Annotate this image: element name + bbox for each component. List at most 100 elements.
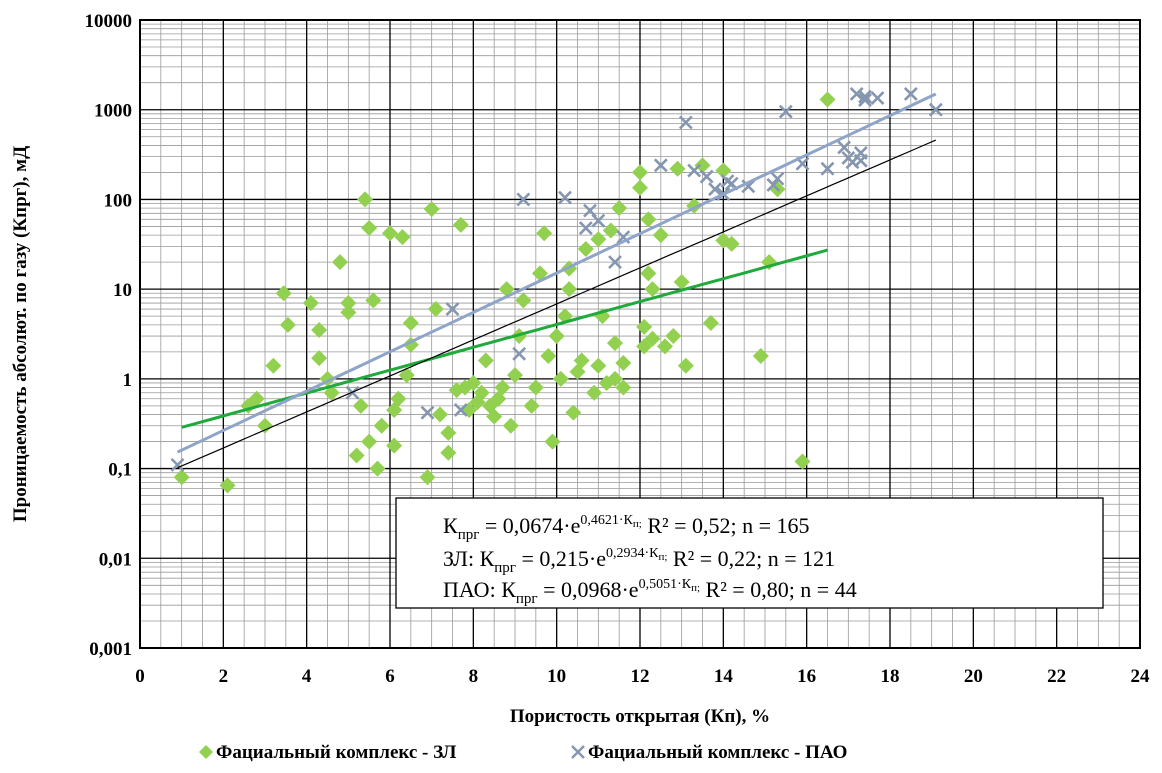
data-point-zl [332,254,348,271]
data-point-zl [644,330,661,347]
legend: Фациальный комплекс - ЗЛ Фациальный компл… [199,742,847,763]
data-point-pao [608,255,622,270]
y-tick-label: 1000 [94,101,132,122]
data-point-zl [432,406,448,423]
x-tick-label: 8 [469,666,479,687]
data-point-zl [452,216,469,233]
series-zl-points [173,91,836,494]
data-point-zl [657,338,673,355]
series-pao-points [170,86,943,472]
data-point-pao [849,86,864,101]
data-point-zl [357,191,373,208]
data-point-zl [615,355,632,372]
data-point-pao [591,213,606,228]
trendline-pao [176,92,937,454]
data-point-zl [602,222,619,239]
data-point-pao [928,102,943,117]
data-point-zl [607,370,623,387]
data-point-pao [170,457,185,472]
data-point-pao [870,91,885,105]
x-tick-label: 0 [135,666,145,687]
data-point-zl [615,379,632,396]
x-tick-label: 2 [219,666,229,687]
trendline-overall [177,139,937,469]
data-point-zl [382,225,398,242]
y-tick-label: 0,1 [108,460,132,481]
data-point-zl [486,408,503,425]
legend-marker-zl [199,745,213,759]
data-point-zl [279,316,296,333]
data-point-zl [723,235,740,252]
data-point-zl [507,367,523,384]
legend-label-zl: Фациальный комплекс - ЗЛ [216,742,456,763]
x-tick-label: 4 [302,666,312,687]
x-tick-labels: 0 2 4 6 8 10 12 14 16 18 20 22 24 [135,666,1150,687]
y-tick-label: 0,01 [99,549,132,570]
data-point-zl [586,384,603,401]
data-point-zl [677,357,694,374]
data-point-zl [819,91,836,108]
x-tick-label: 14 [714,666,734,687]
data-point-pao [708,182,722,197]
data-point-zl [440,444,457,461]
data-point-zl [561,281,578,298]
data-point-zl [548,328,565,345]
data-point-zl [219,477,236,494]
data-point-zl [636,318,653,335]
x-tick-label: 20 [964,666,983,687]
data-point-pao [699,169,714,184]
data-point-zl [565,404,582,421]
data-point-pao [516,192,531,207]
x-tick-label: 16 [797,666,816,687]
equation-box-frame [395,497,1104,609]
x-tick-label: 22 [1047,666,1066,687]
data-point-zl [515,292,532,309]
data-point-zl [419,469,436,486]
data-point-zl [644,281,661,298]
data-point-zl [173,469,190,486]
data-point-zl [265,357,282,374]
equation-line: Кпрг = 0,0674·e0,4621·Кп; R² = 0,52; n =… [443,513,810,543]
legend-marker-pao [571,745,585,759]
data-point-zl [752,347,769,364]
y-tick-label: 10 [113,280,132,301]
data-point-pao [766,178,781,192]
data-point-zl [611,200,628,217]
data-point-zl [702,314,719,331]
data-point-pao [858,93,872,108]
data-point-zl [498,281,515,298]
data-point-zl [577,241,594,258]
data-point-zl [494,379,511,396]
data-point-zl [694,157,711,174]
data-point-zl [348,447,365,464]
data-point-zl [257,417,273,434]
data-point-zl [248,390,265,407]
data-point-pao [578,221,593,235]
data-point-pao [858,89,872,104]
trendlines [176,92,937,469]
data-point-zl [523,397,540,414]
x-tick-label: 10 [547,666,566,687]
data-point-zl [386,437,403,454]
data-point-zl [361,220,378,237]
equation-box: Кпрг = 0,0674·e0,4621·Кп; R² = 0,52; n =… [395,497,1104,609]
data-point-zl [794,453,811,470]
data-point-pao [770,171,785,186]
y-tick-label: 0,001 [89,639,132,660]
data-point-zl [340,304,357,321]
data-point-zl [552,370,569,387]
data-point-zl [665,328,682,345]
data-point-zl [590,357,607,374]
data-point-zl [715,162,732,179]
data-point-pao [445,302,460,316]
data-point-zl [311,350,328,367]
data-point-zl [652,227,669,244]
trendline-zl [181,248,828,429]
data-point-pao [687,163,702,178]
x-axis-title: Пористость открытая (Кп), % [510,706,770,727]
data-point-zl [465,374,482,391]
data-point-zl [373,417,390,434]
data-point-pao [453,403,468,417]
x-tick-label: 12 [631,666,650,687]
y-tick-label: 1 [123,370,133,391]
